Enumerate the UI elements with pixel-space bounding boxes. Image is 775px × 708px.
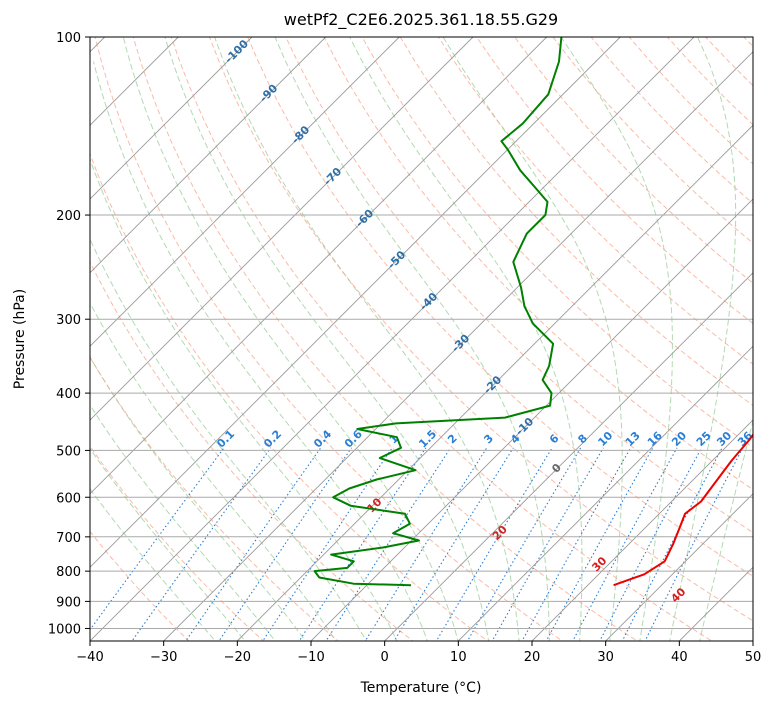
dry-adiabat <box>247 37 753 577</box>
y-tick-label: 600 <box>56 491 81 506</box>
dewpoint-line <box>313 37 563 587</box>
isotherms <box>90 37 753 641</box>
moist-adiabat <box>214 37 520 641</box>
dry-adiabat <box>90 260 414 641</box>
isotherm-line <box>605 493 753 641</box>
x-axis-label: Temperature (°C) <box>360 680 482 696</box>
isotherm-line <box>457 345 753 641</box>
moist-adiabat <box>90 447 246 641</box>
x-tick-label: −20 <box>224 650 251 665</box>
isotherm-line <box>90 37 695 641</box>
x-tick-label: 40 <box>671 650 688 665</box>
moist-adiabat <box>93 61 429 641</box>
isotherm-line <box>90 37 400 347</box>
x-tick-label: 0 <box>381 650 389 665</box>
y-tick-label: 200 <box>56 209 81 224</box>
x-tick-label: 10 <box>450 650 467 665</box>
moist-adiabat <box>90 487 216 641</box>
isotherm-line <box>90 37 621 568</box>
moist-adiabat <box>90 157 398 641</box>
isotherm-line <box>90 37 474 421</box>
x-tick-label: −30 <box>150 650 177 665</box>
mixing-ratio-line <box>599 447 703 641</box>
y-tick-label: 100 <box>56 31 81 46</box>
moist-adiabat <box>90 356 307 641</box>
dry-adiabat <box>514 37 753 284</box>
y-axis-label: Pressure (hPa) <box>12 289 28 389</box>
dry-adiabat <box>132 37 638 641</box>
y-tick-label: 300 <box>56 313 81 328</box>
dry-adiabat <box>476 37 753 325</box>
profiles <box>313 37 753 587</box>
isotherm-line <box>163 51 753 641</box>
y-tick-label: 900 <box>56 595 81 610</box>
x-axis: −40 −30 −20 −10 0 10 20 30 40 50 <box>76 641 761 665</box>
chart-title: wetPf2_C2E6.2025.361.18.55.G29 <box>284 10 558 30</box>
moist-adiabat <box>90 404 276 641</box>
y-tick-label: 400 <box>56 387 81 402</box>
y-tick-label: 700 <box>56 531 81 546</box>
isotherm-line <box>90 37 253 200</box>
isotherm-line <box>236 124 753 641</box>
isotherm-line <box>90 37 548 495</box>
plot-frame <box>89 36 754 642</box>
y-axis: 100 200 300 400 500 600 700 800 900 1000 <box>48 31 90 637</box>
dry-adiabat <box>208 37 753 622</box>
dry-adiabat <box>94 37 564 641</box>
dry-adiabat <box>361 37 753 448</box>
x-tick-label: 30 <box>597 650 614 665</box>
isotherm-line <box>531 419 753 641</box>
dry-adiabat <box>170 37 713 641</box>
x-tick-label: −10 <box>297 650 324 665</box>
isotherm-line <box>310 198 753 641</box>
pressure-gridlines <box>90 37 753 629</box>
mixing-ratio-line <box>262 447 393 641</box>
isotherm-line <box>90 37 327 274</box>
moist-adiabat <box>90 237 367 641</box>
y-tick-label: 500 <box>56 444 81 459</box>
x-tick-label: −40 <box>76 650 103 665</box>
dry-adiabat <box>90 445 265 641</box>
isotherm-line <box>384 272 753 641</box>
y-tick-label: 1000 <box>48 622 81 637</box>
temperature-line <box>613 433 753 587</box>
dry-adiabat <box>90 356 339 641</box>
x-tick-label: 20 <box>524 650 541 665</box>
dry-adiabat <box>90 530 190 641</box>
y-tick-label: 800 <box>56 565 81 580</box>
mixing-ratio-line <box>131 447 272 641</box>
mixing-ratio-line <box>572 447 678 641</box>
x-tick-label: 50 <box>745 650 762 665</box>
mixing-ratio-line <box>621 447 723 641</box>
dry-adiabat <box>399 37 753 407</box>
